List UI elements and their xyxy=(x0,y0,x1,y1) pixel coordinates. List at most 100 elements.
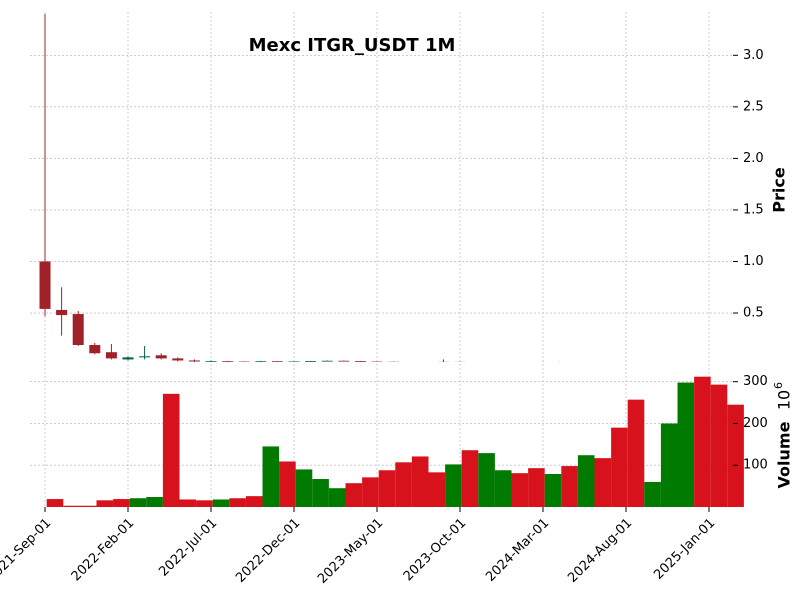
volume-bar xyxy=(611,427,628,507)
volume-bar xyxy=(395,462,412,507)
volume-bar xyxy=(179,499,197,507)
candle-body xyxy=(105,352,117,359)
candle-body xyxy=(139,356,151,358)
volume-bar xyxy=(511,473,529,507)
candle-body xyxy=(39,261,51,309)
candle-body xyxy=(571,362,582,363)
volume-bar xyxy=(627,399,645,507)
volume-bar xyxy=(79,505,97,507)
candle-body xyxy=(172,358,184,361)
volume-bar xyxy=(445,464,462,507)
y-tick-label: 1.5 xyxy=(743,202,764,217)
x-tick-label: 2022-Feb-01 xyxy=(69,516,138,585)
candle-body xyxy=(538,362,549,363)
candle-body xyxy=(488,362,499,363)
price-panel xyxy=(39,14,731,365)
candle-body xyxy=(155,355,167,359)
volume-tick-label: 100 xyxy=(743,458,768,473)
volume-bar xyxy=(212,499,230,507)
candle-body xyxy=(405,362,416,363)
y-tick-label: 3.0 xyxy=(743,48,764,63)
y-tick-label: 1.0 xyxy=(743,254,764,269)
candle-body xyxy=(554,362,565,363)
volume-bar xyxy=(461,450,479,507)
volume-bar xyxy=(229,498,246,507)
candle-body xyxy=(637,363,648,364)
volume-bar xyxy=(677,382,695,507)
x-tick-label: 2023-May-01 xyxy=(315,516,386,587)
volume-bar xyxy=(113,499,130,507)
volume-bar xyxy=(46,499,64,507)
volume-bar xyxy=(478,453,495,507)
volume-bar xyxy=(312,479,329,507)
volume-panel xyxy=(46,376,744,507)
volume-bar xyxy=(694,376,711,507)
volume-bar xyxy=(362,477,379,507)
volume-bar xyxy=(561,466,578,507)
volume-bar xyxy=(162,393,180,507)
candle-body xyxy=(371,361,383,362)
candle-body xyxy=(504,362,515,363)
candle-body xyxy=(670,363,681,364)
volume-bar xyxy=(378,470,396,507)
volume-bar xyxy=(146,496,163,507)
y-tick-label: 0.5 xyxy=(743,306,764,321)
x-tick-label: 2023-Oct-01 xyxy=(401,516,469,584)
volume-bar xyxy=(660,423,678,507)
candle-body xyxy=(255,361,267,362)
volume-bar xyxy=(96,500,114,507)
candle-body xyxy=(122,357,134,360)
volume-bar xyxy=(577,455,595,507)
volume-bar xyxy=(262,446,280,507)
candle-body xyxy=(72,314,84,345)
chart-title: Mexc ITGR_USDT 1M xyxy=(249,35,456,56)
candle-body xyxy=(238,361,250,362)
volume-bar xyxy=(295,469,313,507)
volume-bar xyxy=(727,404,744,507)
volume-unit-exponent: 6 xyxy=(772,382,785,389)
volume-bar xyxy=(411,456,429,507)
candle-body xyxy=(388,361,400,362)
volume-unit: 10 6 xyxy=(772,382,794,410)
candle-body xyxy=(89,344,101,354)
y-tick-label: 2.5 xyxy=(743,99,764,114)
candle-body xyxy=(222,361,234,362)
candle-body xyxy=(521,362,532,363)
x-tick-label: 2024-Aug-01 xyxy=(565,516,635,586)
candle-body xyxy=(354,361,366,362)
candle-body xyxy=(271,361,283,362)
volume-tick-label: 300 xyxy=(743,374,768,389)
volume-bar xyxy=(129,498,147,507)
volume-bar xyxy=(345,483,363,507)
candle-body xyxy=(188,360,200,362)
candle-body xyxy=(437,361,449,362)
candle-body xyxy=(421,362,432,363)
candle-body xyxy=(205,361,217,362)
candle-body xyxy=(288,361,300,362)
x-tick-label: 2022-Jul-01 xyxy=(156,516,220,580)
volume-bar xyxy=(279,461,296,507)
candle-body xyxy=(654,363,665,364)
x-tick-label: 2024-Mar-01 xyxy=(483,516,552,585)
candle-body xyxy=(56,309,68,316)
volume-bar xyxy=(544,474,562,507)
volume-bar xyxy=(196,500,213,507)
volume-tick-label: 200 xyxy=(743,416,768,431)
candle-body xyxy=(305,361,317,362)
volume-bar xyxy=(63,505,80,507)
candle-body xyxy=(720,364,731,365)
volume-unit-base: 10 xyxy=(775,390,794,410)
volume-bar xyxy=(710,384,728,507)
y-axis-label: Price xyxy=(770,167,789,213)
volume-bar xyxy=(428,472,446,507)
volume-axis-label: Volume xyxy=(775,421,794,488)
candle-body xyxy=(604,363,615,364)
y-tick-label: 2.0 xyxy=(743,151,764,166)
volume-bar xyxy=(644,481,661,507)
volume-bar xyxy=(494,470,512,507)
candle-body xyxy=(321,360,333,362)
candle-body xyxy=(471,362,482,363)
candle-body xyxy=(338,360,350,362)
x-tick-label: 2021-Sep-01 xyxy=(0,516,54,586)
